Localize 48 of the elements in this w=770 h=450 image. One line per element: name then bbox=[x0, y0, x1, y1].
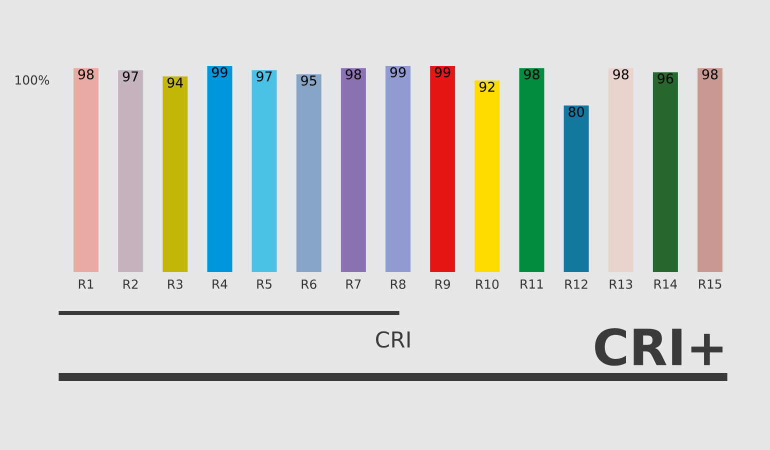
data-label: 96 bbox=[658, 73, 674, 84]
x-tick-label: R14 bbox=[654, 280, 677, 289]
data-label: 98 bbox=[702, 69, 718, 80]
x-tick-label: R2 bbox=[124, 280, 138, 289]
x-tick-label: R11 bbox=[520, 280, 543, 289]
x-tick-label: R13 bbox=[610, 280, 632, 289]
x-tick-label: R15 bbox=[698, 280, 722, 289]
bar bbox=[698, 68, 723, 272]
data-label: 98 bbox=[346, 69, 362, 80]
bar bbox=[162, 76, 188, 272]
data-label: 97 bbox=[256, 71, 272, 82]
text: 100% bbox=[16, 75, 50, 85]
data-label: 80 bbox=[568, 106, 584, 117]
bar bbox=[474, 80, 500, 272]
data-label: 99 bbox=[434, 67, 450, 78]
data-label: 99 bbox=[212, 67, 228, 78]
x-tick-label: R8 bbox=[390, 280, 406, 289]
bar bbox=[252, 70, 277, 272]
text: CRI+ bbox=[595, 328, 723, 366]
bar bbox=[564, 106, 589, 272]
bar bbox=[118, 70, 144, 272]
data-label: 97 bbox=[122, 71, 138, 82]
data-label: 94 bbox=[167, 78, 183, 88]
data-label: 92 bbox=[479, 82, 494, 92]
bar bbox=[207, 66, 232, 272]
data-label: 95 bbox=[301, 76, 316, 86]
bar bbox=[296, 74, 322, 272]
x-tick-label: R3 bbox=[168, 280, 182, 289]
x-tick-label: R4 bbox=[212, 280, 228, 289]
x-tick-label: R10 bbox=[476, 280, 499, 289]
data-label: 99 bbox=[390, 67, 406, 78]
text: CRI bbox=[376, 331, 410, 348]
x-tick-label: R12 bbox=[565, 280, 588, 289]
data-label: 98 bbox=[524, 69, 540, 80]
data-label: 98 bbox=[78, 69, 94, 80]
bar bbox=[73, 68, 98, 272]
x-tick-label: R7 bbox=[346, 280, 361, 289]
bar bbox=[430, 66, 456, 272]
bar bbox=[386, 66, 411, 272]
bar bbox=[652, 72, 678, 272]
x-tick-label: R6 bbox=[302, 280, 316, 289]
bar bbox=[519, 68, 544, 272]
x-tick-label: R9 bbox=[436, 280, 450, 289]
bar bbox=[340, 68, 366, 272]
x-tick-label: R1 bbox=[78, 280, 94, 289]
x-tick-label: R5 bbox=[257, 280, 272, 289]
data-label: 98 bbox=[613, 69, 629, 80]
bar bbox=[608, 68, 634, 272]
